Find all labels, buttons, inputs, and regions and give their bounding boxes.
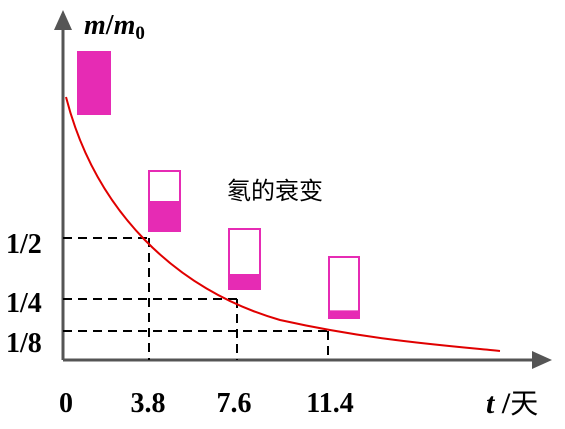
diagram-title: 氡的衰变	[227, 177, 323, 205]
x-tick-0: 0	[59, 388, 73, 419]
guide-lines	[63, 237, 329, 360]
y-axis-label-slash: /	[105, 10, 115, 41]
y-axis-label-subscript: 0	[135, 23, 145, 44]
sample-boxes	[77, 51, 360, 319]
x-tick-11-4: 11.4	[306, 388, 353, 419]
sample-box-3	[328, 256, 360, 319]
decay-curve	[65, 96, 501, 352]
x-axis-label: t /天	[486, 387, 538, 420]
y-tick-eighth: 1/8	[6, 328, 42, 359]
y-axis-label: m/m0	[84, 10, 145, 44]
y-axis-label-m: m	[84, 10, 106, 41]
y-tick-half: 1/2	[6, 229, 42, 260]
sample-fill-0	[78, 52, 110, 114]
x-axis-label-slash: /	[494, 387, 511, 420]
x-tick-3-8: 3.8	[131, 388, 166, 419]
y-axis-arrow-icon	[54, 10, 72, 30]
y-axis-label-m0: m	[114, 10, 136, 41]
x-axis-arrow-icon	[532, 351, 552, 369]
x-axis-label-t: t	[486, 387, 496, 420]
sample-fill-1	[149, 201, 180, 231]
y-tick-quarter: 1/4	[6, 288, 42, 319]
x-axis-label-unit: 天	[510, 387, 538, 420]
sample-fill-2	[229, 274, 260, 289]
sample-fill-3	[329, 310, 359, 318]
x-tick-7-6: 7.6	[217, 388, 252, 419]
